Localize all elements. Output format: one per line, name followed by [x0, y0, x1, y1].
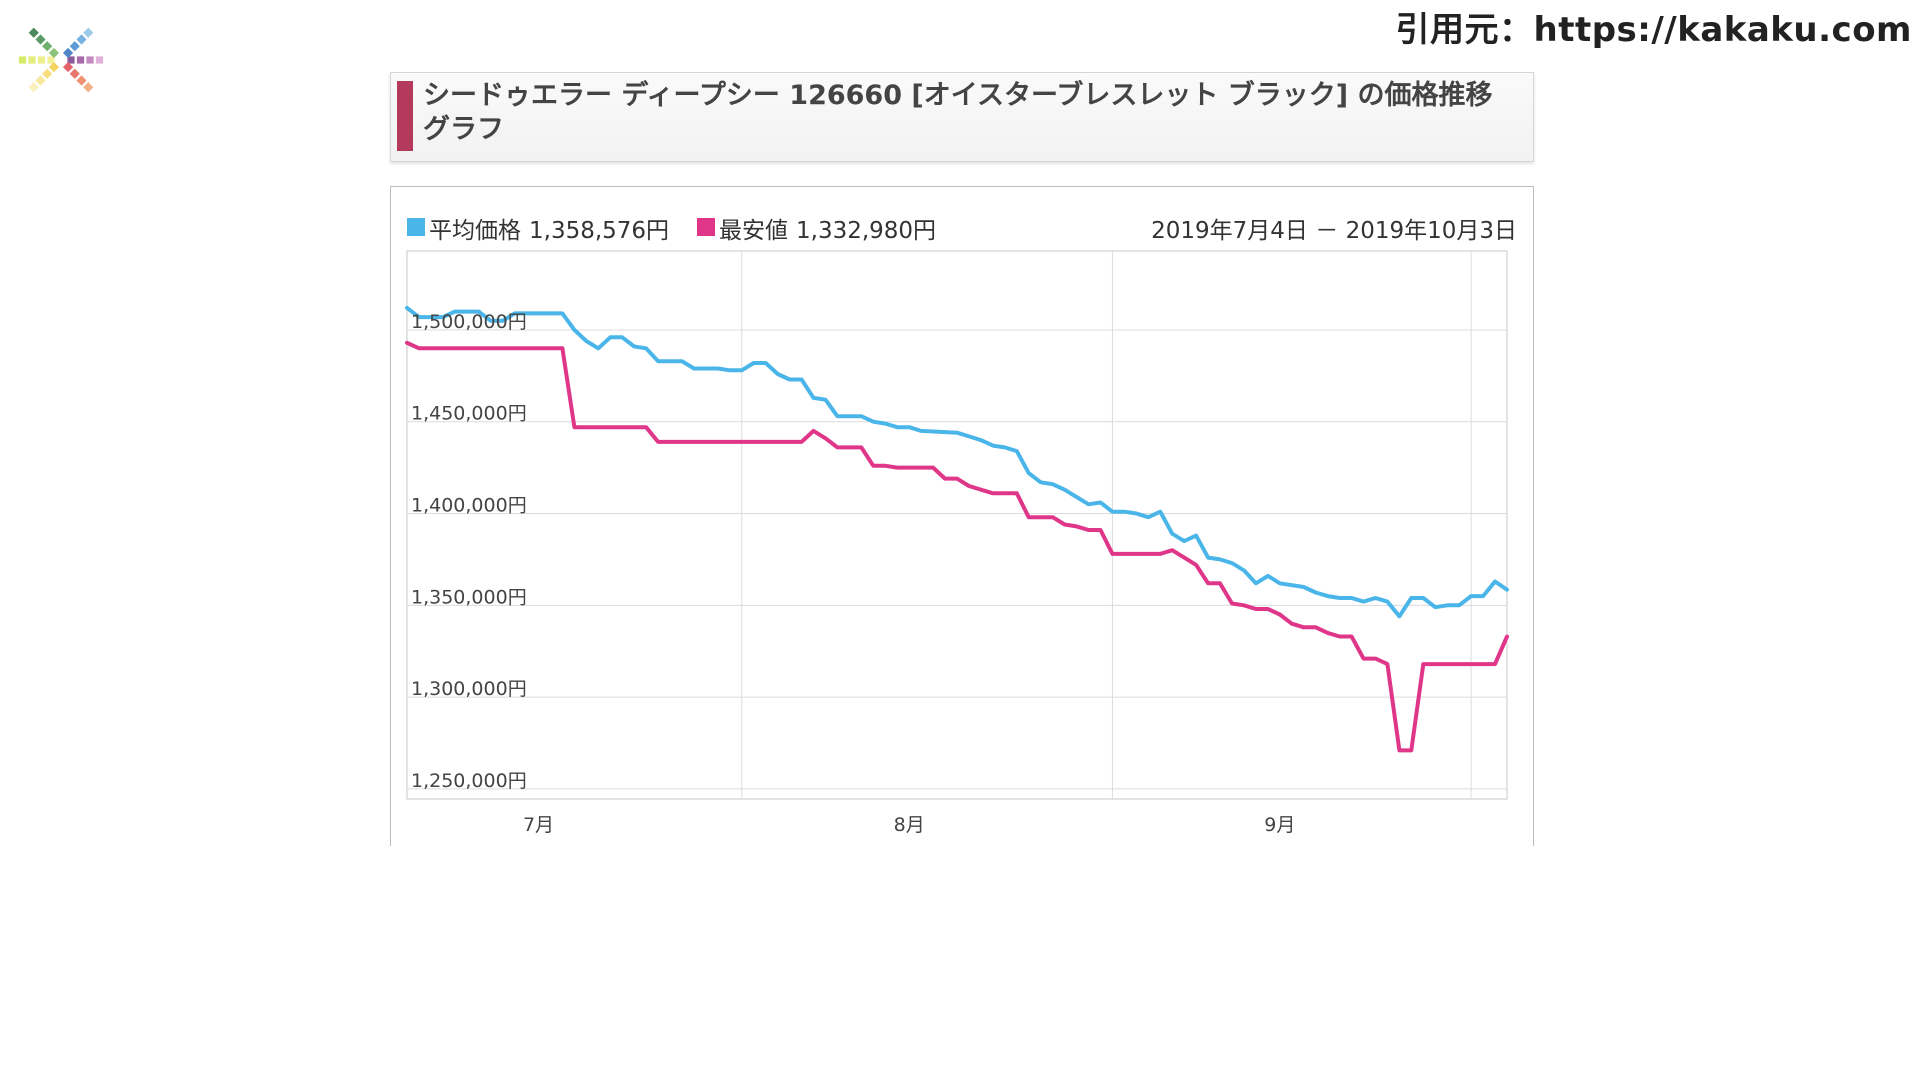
- legend-item-lowest: 最安値 1,332,980円: [697, 211, 936, 245]
- date-range-separator: －: [1315, 218, 1339, 244]
- legend-value-average: 1,358,576円: [529, 218, 670, 244]
- legend-item-average: 平均価格 1,358,576円: [407, 211, 669, 245]
- legend-label-lowest: 最安値: [719, 218, 788, 244]
- chart-panel: 平均価格 1,358,576円 最安値 1,332,980円 2019年7月4日 －…: [390, 186, 1534, 846]
- chart-title-box: シードゥエラー ディープシー 126660 [オイスターブレスレット ブラック]…: [390, 72, 1534, 162]
- date-range-start: 2019年7月4日: [1151, 218, 1308, 244]
- x-tick-label: 8月: [894, 814, 925, 836]
- price-chart: 1,500,000円 1,450,000円 1,400,000円 1,350,000円…: [405, 250, 1509, 836]
- y-tick-label: 1,350,000円: [411, 586, 527, 608]
- x-tick-label: 9月: [1264, 814, 1295, 836]
- y-tick-label: 1,400,000円: [411, 495, 527, 517]
- y-tick-label: 1,250,000円: [411, 770, 527, 792]
- legend-swatch-average: [407, 217, 425, 236]
- x-tick-label: 7月: [523, 814, 554, 836]
- chart-title: シードゥエラー ディープシー 126660 [オイスターブレスレット ブラック]…: [423, 80, 1493, 145]
- y-tick-label: 1,500,000円: [411, 311, 527, 333]
- brand-logo: [18, 27, 104, 93]
- y-tick-label: 1,300,000円: [411, 678, 527, 700]
- y-tick-label: 1,450,000円: [411, 403, 527, 425]
- series-line-lowest: [405, 340, 1509, 753]
- series-line-average: [405, 305, 1509, 619]
- plot-area: [406, 250, 1508, 800]
- legend-label-average: 平均価格: [429, 218, 521, 244]
- legend-value-lowest: 1,332,980円: [796, 218, 937, 244]
- legend: 平均価格 1,358,576円 最安値 1,332,980円 2019年7月4日 －…: [407, 211, 1517, 244]
- title-accent-bar: [397, 81, 413, 151]
- date-range: 2019年7月4日 － 2019年10月3日: [1151, 211, 1517, 245]
- source-citation: 引用元：https://kakaku.com: [1395, 10, 1912, 50]
- date-range-end: 2019年10月3日: [1345, 218, 1517, 244]
- legend-swatch-lowest: [697, 217, 715, 236]
